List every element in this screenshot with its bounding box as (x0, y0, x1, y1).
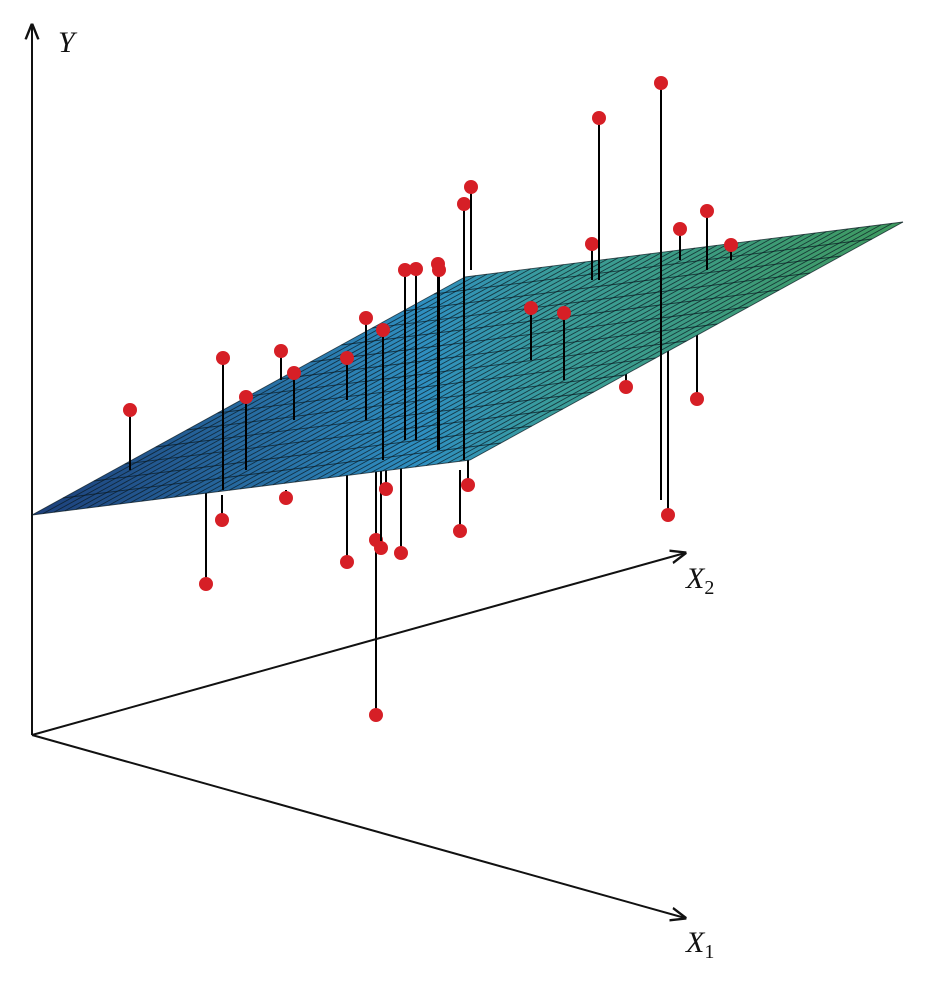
observation (724, 238, 738, 252)
mesh-line (108, 266, 542, 506)
observation (369, 708, 383, 722)
mesh-line (97, 268, 531, 508)
observation (199, 577, 213, 591)
x1-label-sub: 1 (704, 941, 714, 963)
observation (461, 478, 475, 492)
observation (673, 222, 687, 236)
observation (123, 403, 137, 417)
observation (690, 392, 704, 406)
observation (279, 491, 293, 505)
observation (453, 524, 467, 538)
mesh-line (316, 240, 750, 480)
mesh-line (53, 273, 488, 513)
observation (654, 76, 668, 90)
points-above (123, 76, 738, 500)
observation (557, 306, 571, 320)
observation (394, 546, 408, 560)
observation (274, 344, 288, 358)
mesh-line (75, 271, 510, 510)
points-below (199, 330, 704, 722)
x2-label-sub: 2 (704, 577, 714, 599)
mesh-line (327, 239, 761, 479)
observation (340, 351, 354, 365)
observation (661, 508, 675, 522)
mesh-line (382, 232, 816, 472)
x1-axis-label: X1 (685, 926, 714, 963)
mesh-line (349, 236, 783, 476)
mesh-line (119, 265, 553, 505)
mesh-line (338, 238, 772, 477)
observation (376, 323, 390, 337)
observation (379, 482, 393, 496)
observation (287, 366, 301, 380)
mesh-line (469, 221, 904, 461)
observation (398, 263, 412, 277)
observation (524, 301, 538, 315)
mesh-line (217, 253, 652, 493)
mesh-line (206, 254, 641, 494)
mesh-line (458, 222, 893, 462)
mesh-line (185, 257, 619, 497)
mesh-line (393, 231, 827, 471)
x2-axis-label: X2 (685, 562, 714, 599)
mesh-line (196, 255, 630, 495)
mesh-line (250, 249, 685, 488)
observation (457, 197, 471, 211)
observation (464, 180, 478, 194)
mesh-line (228, 251, 663, 491)
mesh-line (360, 235, 794, 475)
mesh-line (447, 224, 882, 464)
mesh-line (436, 225, 871, 465)
mesh-line (86, 269, 520, 509)
observation (585, 237, 599, 251)
mesh-line (305, 242, 739, 482)
observation (700, 204, 714, 218)
mesh-line (42, 275, 477, 515)
observation (215, 513, 229, 527)
mesh-line (371, 233, 805, 473)
plane-mesh (31, 221, 904, 516)
mesh-line (152, 261, 586, 501)
observation (619, 380, 633, 394)
mesh-line (163, 260, 597, 499)
x2-axis (31, 553, 685, 736)
observation (216, 351, 230, 365)
mesh-line (425, 227, 860, 466)
mesh-line (141, 262, 575, 502)
observation (592, 111, 606, 125)
mesh-line (239, 250, 674, 490)
x1-label-main: X (685, 926, 706, 959)
observation (409, 262, 423, 276)
mesh-line (404, 229, 838, 469)
mesh-line (415, 228, 849, 468)
observation (432, 263, 446, 277)
y-axis-label: Y (58, 26, 78, 59)
mesh-line (272, 246, 707, 486)
x2-label-main: X (685, 562, 706, 595)
observation (239, 390, 253, 404)
observation (340, 555, 354, 569)
x1-axis (31, 734, 685, 918)
mesh-line (283, 244, 718, 484)
observation (374, 541, 388, 555)
observation (359, 311, 373, 325)
mesh-line (64, 272, 499, 512)
mesh-line (261, 247, 696, 487)
mesh-line (294, 243, 729, 483)
